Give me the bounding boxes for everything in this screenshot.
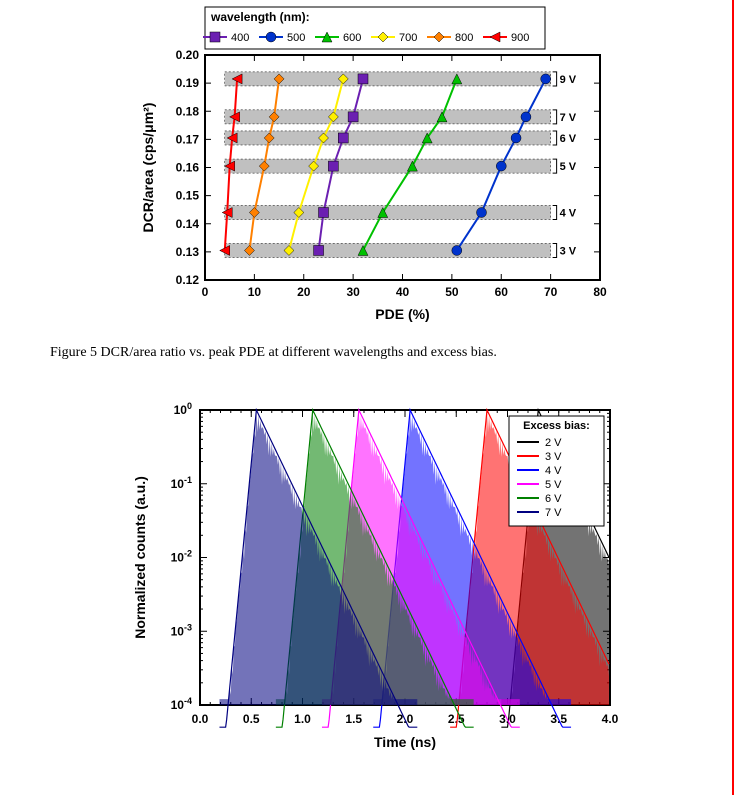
svg-text:5 V: 5 V — [545, 479, 562, 491]
svg-text:20: 20 — [297, 285, 311, 299]
svg-text:30: 30 — [346, 285, 360, 299]
svg-text:9 V: 9 V — [560, 74, 577, 86]
svg-text:0.15: 0.15 — [176, 189, 200, 203]
svg-text:70: 70 — [544, 285, 558, 299]
svg-text:0.20: 0.20 — [176, 48, 200, 62]
svg-text:Normalized counts (a.u.): Normalized counts (a.u.) — [132, 476, 148, 639]
svg-text:3 V: 3 V — [560, 245, 577, 257]
svg-text:4 V: 4 V — [560, 208, 577, 220]
svg-text:600: 600 — [343, 32, 361, 44]
svg-text:Time (ns): Time (ns) — [374, 734, 436, 750]
figure6-container: 0.00.51.01.52.02.53.03.54.010-410-310-21… — [125, 395, 625, 755]
svg-text:4.0: 4.0 — [602, 712, 619, 726]
svg-text:6 V: 6 V — [560, 133, 577, 145]
svg-text:50: 50 — [445, 285, 459, 299]
svg-text:100: 100 — [174, 401, 192, 417]
timing-histogram-chart: 0.00.51.01.52.02.53.03.54.010-410-310-21… — [125, 395, 625, 755]
svg-text:10-3: 10-3 — [171, 622, 192, 638]
svg-text:400: 400 — [231, 32, 249, 44]
svg-text:7 V: 7 V — [545, 507, 562, 519]
svg-text:PDE (%): PDE (%) — [375, 306, 429, 322]
svg-text:800: 800 — [455, 32, 473, 44]
svg-text:0.18: 0.18 — [176, 104, 200, 118]
svg-text:4 V: 4 V — [545, 465, 562, 477]
svg-text:6 V: 6 V — [545, 493, 562, 505]
svg-text:10-4: 10-4 — [171, 696, 192, 712]
svg-text:80: 80 — [593, 285, 607, 299]
svg-text:0.13: 0.13 — [176, 245, 200, 259]
svg-text:0.16: 0.16 — [176, 161, 200, 175]
svg-text:0.19: 0.19 — [176, 76, 200, 90]
svg-text:3 V: 3 V — [545, 451, 562, 463]
svg-text:DCR/area (cps/μm²): DCR/area (cps/μm²) — [140, 103, 156, 233]
dcr-pde-chart: wavelength (nm):4005006007008009003 V4 V… — [135, 5, 615, 325]
svg-text:5 V: 5 V — [560, 161, 577, 173]
svg-text:500: 500 — [287, 32, 305, 44]
figure5-caption: Figure 5 DCR/area ratio vs. peak PDE at … — [50, 345, 497, 361]
svg-text:40: 40 — [396, 285, 410, 299]
svg-text:1.5: 1.5 — [345, 712, 362, 726]
svg-text:wavelength (nm):: wavelength (nm): — [210, 10, 310, 24]
svg-text:2 V: 2 V — [545, 437, 562, 449]
svg-text:0.17: 0.17 — [176, 132, 200, 146]
svg-text:0: 0 — [202, 285, 209, 299]
svg-text:60: 60 — [495, 285, 509, 299]
svg-text:0.5: 0.5 — [243, 712, 260, 726]
svg-text:1.0: 1.0 — [294, 712, 311, 726]
svg-text:10: 10 — [248, 285, 262, 299]
svg-text:10-1: 10-1 — [171, 475, 192, 491]
figure5-container: wavelength (nm):4005006007008009003 V4 V… — [135, 5, 615, 325]
svg-text:0.12: 0.12 — [176, 273, 200, 287]
svg-text:0.0: 0.0 — [192, 712, 209, 726]
svg-text:900: 900 — [511, 32, 529, 44]
svg-text:10-2: 10-2 — [171, 549, 192, 565]
svg-text:700: 700 — [399, 32, 417, 44]
svg-text:7 V: 7 V — [560, 112, 577, 124]
svg-text:Excess bias:: Excess bias: — [523, 420, 590, 432]
svg-text:0.14: 0.14 — [176, 217, 200, 231]
